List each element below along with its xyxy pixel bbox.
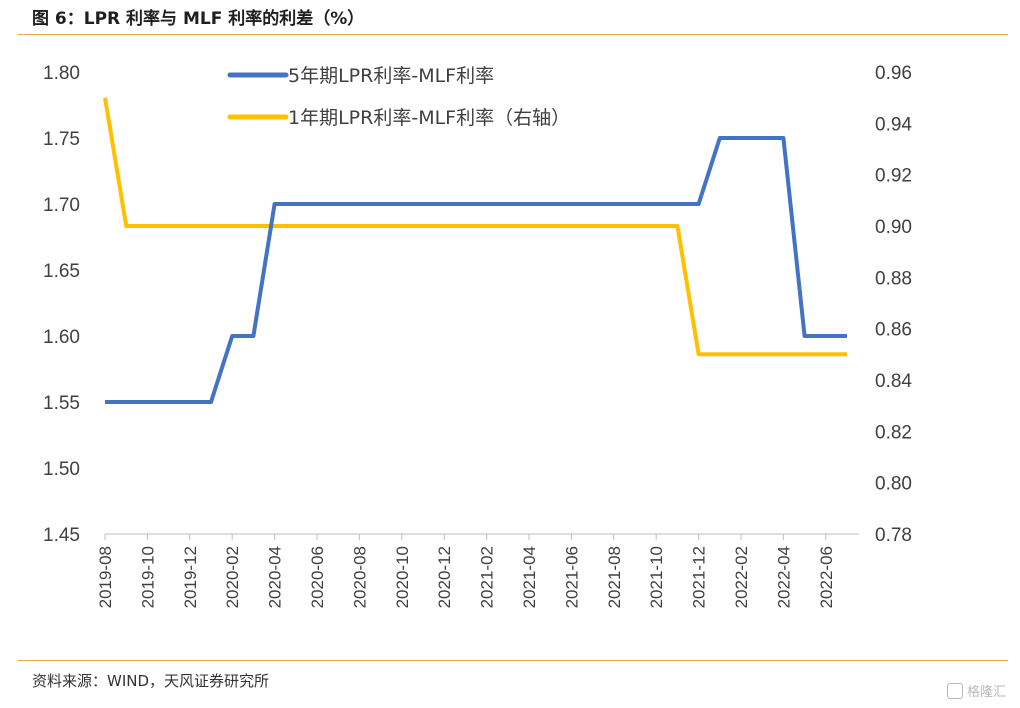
line-chart: 1.45 1.50 1.55 1.60 1.65 1.70 1.75 1.80 0.78 0.80… (43, 63, 912, 608)
y-right-tick-label: 0.84 (875, 371, 912, 392)
y-left-tick-label: 1.65 (43, 261, 80, 282)
source-note: 资料来源：WIND，天风证券研究所 (32, 672, 270, 690)
x-tick-label: 2022-02 (732, 546, 751, 608)
y-right-tick-label: 0.96 (875, 63, 912, 84)
y-right-tick-label: 0.92 (875, 166, 912, 187)
watermark: 格隆汇 (946, 681, 1006, 700)
x-tick-label: 2021-12 (690, 546, 709, 608)
x-tick-label: 2019-12 (181, 546, 200, 608)
x-tick-label: 2021-06 (562, 546, 581, 608)
legend-label-5y: 5年期LPR利率-MLF利率 (288, 65, 494, 87)
top-divider (18, 34, 1008, 35)
x-tick-label: 2020-10 (393, 546, 412, 608)
y-right-tick-label: 0.88 (875, 268, 912, 289)
watermark-text: 格隆汇 (966, 685, 1006, 700)
x-tick-label: 2020-08 (350, 546, 369, 608)
y-left-tick-label: 1.75 (43, 129, 80, 150)
x-tick-label: 2019-08 (96, 546, 115, 608)
y-right-tick-label: 0.78 (875, 525, 912, 546)
x-tick-label: 2022-06 (817, 546, 836, 608)
x-tick-label: 2020-04 (266, 546, 285, 608)
y-left-tick-label: 1.55 (43, 393, 80, 414)
bottom-divider (18, 660, 1008, 661)
x-tick-label: 2022-04 (774, 546, 793, 608)
y-left-tick-label: 1.45 (43, 525, 80, 546)
y-right-tick-label: 0.90 (875, 217, 912, 238)
y-right-tick-label: 0.86 (875, 320, 912, 341)
y-left-tick-label: 1.50 (43, 459, 80, 480)
x-tick-label: 2021-08 (605, 546, 624, 608)
figure-title: 图 6：LPR 利率与 MLF 利率的利差（%） (32, 9, 365, 29)
y-left-tick-label: 1.70 (43, 195, 80, 216)
x-tick-label: 2021-10 (647, 546, 666, 608)
y-left-tick-label: 1.60 (43, 327, 80, 348)
series-line-1y (103, 97, 847, 357)
x-tick-label: 2020-02 (223, 546, 242, 608)
x-tick-label: 2020-12 (435, 546, 454, 608)
x-tick-label: 2021-04 (520, 546, 539, 608)
watermark-logo-icon (946, 682, 963, 699)
x-tick-label: 2021-02 (478, 546, 497, 608)
x-tick-label: 2019-10 (138, 546, 157, 608)
legend-label-1y: 1年期LPR利率-MLF利率（右轴） (288, 107, 570, 129)
series-line-5y (105, 136, 847, 404)
y-right-tick-label: 0.82 (875, 422, 912, 443)
x-tick-label: 2020-06 (308, 546, 327, 608)
y-right-tick-label: 0.80 (875, 474, 912, 495)
y-left-tick-label: 1.80 (43, 63, 80, 84)
y-right-tick-label: 0.94 (875, 114, 912, 135)
